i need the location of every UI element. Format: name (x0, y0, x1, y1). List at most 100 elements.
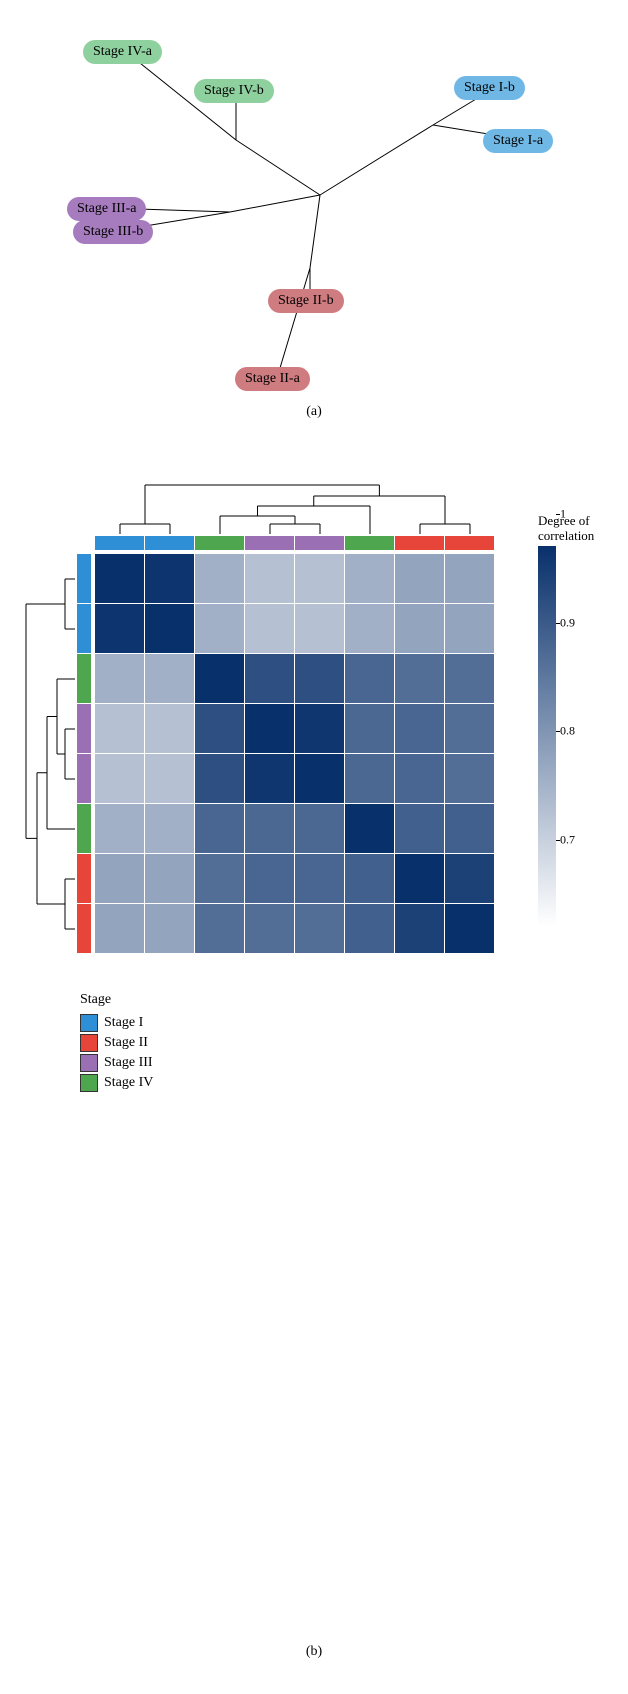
heatmap-cell (445, 854, 494, 903)
heatmap-cell (145, 804, 194, 853)
col-anno (445, 536, 494, 550)
legend-label: Stage II (104, 1035, 148, 1051)
heatmap-cell (95, 604, 144, 653)
heatmap-cell (95, 804, 144, 853)
legend-row: Stage II (80, 1034, 153, 1052)
col-anno (145, 536, 194, 550)
legend-label: Stage III (104, 1055, 153, 1071)
heatmap-cell (95, 754, 144, 803)
heatmap-cell (245, 804, 294, 853)
row-anno (77, 604, 91, 653)
colorbar: Degree of correlation 10.90.80.7 (538, 514, 603, 926)
heatmap-cell (95, 654, 144, 703)
heatmap-cell (445, 654, 494, 703)
tree-node-ii_b: Stage II-b (268, 289, 344, 313)
heatmap-cell (145, 604, 194, 653)
heatmap-cell (395, 554, 444, 603)
panel-b-caption: (b) (20, 1644, 608, 1660)
col-anno (395, 536, 444, 550)
heatmap-cell (345, 904, 394, 953)
heatmap-cell (245, 604, 294, 653)
heatmap-cell (195, 804, 244, 853)
heatmap-cell (195, 704, 244, 753)
heatmap-cell (295, 654, 344, 703)
row-anno (77, 804, 91, 853)
col-anno (345, 536, 394, 550)
colorbar-title: Degree of correlation (538, 514, 603, 544)
tree-node-iv_b: Stage IV-b (194, 79, 274, 103)
row-anno (77, 754, 91, 803)
heatmap-cell (95, 704, 144, 753)
legend-swatch (80, 1074, 98, 1092)
heatmap-cell (445, 754, 494, 803)
heatmap-cell (345, 854, 394, 903)
heatmap-cell (445, 554, 494, 603)
heatmap-cell (95, 854, 144, 903)
heatmap-cell (295, 904, 344, 953)
row-anno (77, 554, 91, 603)
heatmap-cell (445, 704, 494, 753)
heatmap-cell (345, 704, 394, 753)
heatmap-cell (195, 754, 244, 803)
heatmap-cell (195, 554, 244, 603)
stage-legend: Stage Stage I Stage II Stage III Stage IV (80, 992, 153, 1094)
heatmap-cell (395, 754, 444, 803)
colorbar-tick: 0.8 (560, 724, 575, 739)
heatmap-cell (145, 704, 194, 753)
heatmap-cell (145, 854, 194, 903)
heatmap-cell (395, 654, 444, 703)
heatmap-cell (145, 654, 194, 703)
col-anno (195, 536, 244, 550)
heatmap-cell (245, 754, 294, 803)
heatmap-cell (295, 554, 344, 603)
legend-row: Stage I (80, 1014, 153, 1032)
tree-nodes-layer: Stage IV-aStage IV-bStage I-bStage I-aSt… (20, 20, 608, 400)
stage-legend-title: Stage (80, 992, 153, 1008)
tree-node-iii_b: Stage III-b (73, 220, 153, 244)
col-anno (245, 536, 294, 550)
heatmap-cell (345, 754, 394, 803)
legend-label: Stage I (104, 1015, 143, 1031)
legend-swatch (80, 1014, 98, 1032)
heatmap-cell (245, 854, 294, 903)
panel-a-caption: (a) (20, 404, 608, 420)
heatmap-cell (345, 604, 394, 653)
row-anno (77, 704, 91, 753)
heatmap-cell (395, 804, 444, 853)
row-anno (77, 854, 91, 903)
heatmap-cell (295, 754, 344, 803)
heatmap-cell (145, 754, 194, 803)
heatmap-cell (145, 904, 194, 953)
heatmap-cell (295, 704, 344, 753)
heatmap-cell (145, 554, 194, 603)
heatmap-cell (395, 704, 444, 753)
heatmap-cell (395, 604, 444, 653)
legend-row: Stage IV (80, 1074, 153, 1092)
dendrogram-left (20, 554, 75, 954)
heatmap-cell (245, 554, 294, 603)
tree-node-iv_a: Stage IV-a (83, 40, 162, 64)
heatmap-cell (395, 904, 444, 953)
legend-label: Stage IV (104, 1075, 153, 1091)
heatmap-cell (195, 854, 244, 903)
heatmap-cell (295, 854, 344, 903)
tree-node-i_a: Stage I-a (483, 129, 553, 153)
legend-swatch (80, 1034, 98, 1052)
heatmap-cell (345, 654, 394, 703)
legend-swatch (80, 1054, 98, 1072)
heatmap-cell (295, 604, 344, 653)
dendrogram-top (95, 479, 495, 534)
col-anno (295, 536, 344, 550)
heatmap-cell (345, 804, 394, 853)
heatmap-cell (445, 804, 494, 853)
col-anno (95, 536, 144, 550)
heatmap-cell (345, 554, 394, 603)
legend-row: Stage III (80, 1054, 153, 1072)
panel-a-network: Stage IV-aStage IV-bStage I-bStage I-aSt… (20, 20, 608, 400)
heatmap-cell (195, 604, 244, 653)
heatmap-cell (245, 904, 294, 953)
heatmap-cell (295, 804, 344, 853)
row-anno (77, 904, 91, 953)
row-anno (77, 654, 91, 703)
heatmap-cell (395, 854, 444, 903)
